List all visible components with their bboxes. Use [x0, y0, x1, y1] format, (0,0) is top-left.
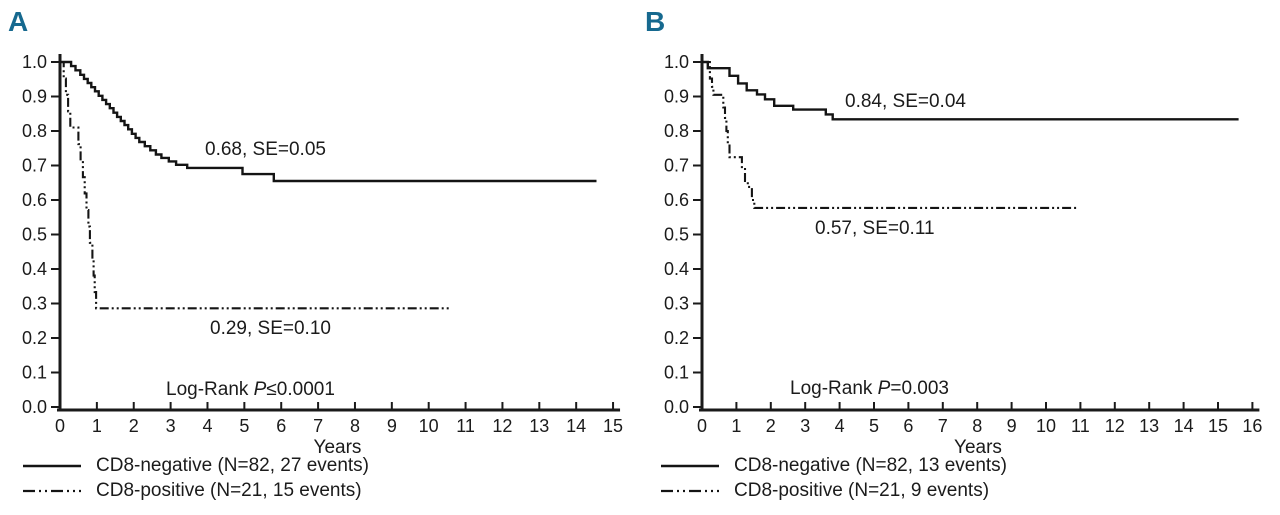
y-tick-label: 0.9: [22, 87, 47, 107]
y-tick-label: 0.2: [22, 328, 47, 348]
y-tick-label: 0.3: [664, 294, 689, 314]
panel-a-annotation-cd8-negative: 0.68, SE=0.05: [205, 139, 326, 160]
x-tick-label: 3: [166, 416, 176, 436]
x-tick-label: 4: [835, 416, 845, 436]
x-tick-label: 7: [313, 416, 323, 436]
y-tick-label: 0.0: [22, 397, 47, 417]
y-tick-label: 0.7: [664, 156, 689, 176]
x-tick-label: 3: [800, 416, 810, 436]
x-tick-label: 8: [350, 416, 360, 436]
panel-b-plot: 1.00.90.80.70.60.50.40.30.20.10.00 1 2 3 4 5 6…: [664, 52, 1262, 436]
logrank-value: ≤0.0001: [266, 379, 335, 400]
y-tick-label: 0.5: [664, 225, 689, 245]
panel-b-logrank-text: Log-Rank P=0.003: [790, 378, 949, 400]
x-tick-label: 0: [697, 416, 707, 436]
dash-dot-line-sample-icon: [661, 489, 719, 492]
panel-b: B 1.0 0.9 0.8 0.7 0.6 0.5 0.4 0.3 0.2 0.1 0.0 0 1 2 3 4…: [640, 0, 1280, 515]
x-tick-label: 14: [566, 416, 586, 436]
logrank-prefix: Log-Rank: [166, 379, 254, 400]
x-tick-label: 2: [766, 416, 776, 436]
solid-line-sample-icon: [23, 464, 81, 467]
y-tick-label: 0.6: [22, 190, 47, 210]
panel-a-legend: CD8-negative (N=82, 27 events) CD8-posit…: [22, 453, 369, 503]
y-tick-label: 0.6: [664, 190, 689, 210]
legend-label-cd8-positive: CD8-positive (N=21, 15 events): [96, 479, 362, 501]
km-curve-cd8-positive: [702, 60, 1077, 209]
x-tick-label: 6: [903, 416, 913, 436]
x-tick-label: 13: [529, 416, 549, 436]
logrank-p-symbol: P: [253, 379, 267, 400]
km-curve-cd8-negative: [702, 60, 1239, 121]
x-tick-label: 0: [55, 416, 65, 436]
logrank-value: =0.003: [890, 378, 950, 399]
km-curve-cd8-negative: [60, 60, 597, 183]
x-tick-label: 14: [1174, 416, 1194, 436]
panel-a-x-axis-title: Years: [313, 437, 362, 458]
panel-a-annotation-cd8-positive: 0.29, SE=0.10: [210, 318, 331, 339]
x-tick-label: 11: [1071, 416, 1090, 436]
y-tick-label: 0.9: [664, 87, 689, 107]
solid-line-sample-icon: [661, 464, 719, 467]
y-tick-label: 0.0: [664, 397, 689, 417]
y-tick-label: 0.7: [22, 156, 47, 176]
legend-row-cd8-negative: CD8-negative (N=82, 27 events): [22, 453, 369, 478]
x-tick-label: 10: [419, 416, 439, 436]
x-tick-label: 1: [92, 416, 102, 436]
x-tick-label: 11: [456, 416, 475, 436]
x-tick-label: 9: [1007, 416, 1017, 436]
legend-row-cd8-positive: CD8-positive (N=21, 9 events): [660, 478, 1007, 503]
x-tick-label: 9: [387, 416, 397, 436]
x-tick-label: 5: [239, 416, 249, 436]
panel-b-annotation-cd8-negative: 0.84, SE=0.04: [845, 91, 966, 112]
x-tick-label: 4: [202, 416, 212, 436]
legend-label-cd8-negative: CD8-negative (N=82, 13 events): [734, 454, 1008, 476]
dash-dot-line-sample-icon: [23, 489, 81, 492]
x-tick-label: 10: [1036, 416, 1056, 436]
x-tick-label: 15: [1208, 416, 1228, 436]
y-tick-label: 0.1: [22, 363, 47, 383]
x-tick-label: 7: [938, 416, 948, 436]
logrank-p-symbol: P: [877, 378, 891, 399]
panel-b-letter: B: [645, 6, 666, 37]
y-tick-label: 0.2: [664, 328, 689, 348]
y-tick-label: 0.8: [664, 121, 689, 141]
x-tick-label: 1: [731, 416, 741, 436]
legend-label-cd8-positive: CD8-positive (N=21, 9 events): [734, 479, 990, 501]
x-tick-label: 2: [129, 416, 139, 436]
y-tick-label: 1.0: [22, 52, 47, 72]
legend-label-cd8-negative: CD8-negative (N=82, 27 events): [96, 454, 370, 476]
panel-a: A 1.0 0.9 0.8 0.7 0.6 0.5 0.4 0.3 0.2 0.1 0.0 0 1 2 3 4…: [8, 6, 623, 503]
x-tick-label: 8: [972, 416, 982, 436]
y-tick-label: 0.3: [22, 294, 47, 314]
logrank-prefix: Log-Rank: [790, 378, 878, 399]
km-curve-cd8-positive: [60, 60, 451, 310]
y-tick-label: 0.1: [664, 363, 689, 383]
x-tick-label: 12: [1105, 416, 1125, 436]
y-tick-label: 0.4: [664, 259, 689, 279]
x-tick-label: 16: [1242, 416, 1262, 436]
panel-a-letter: A: [8, 6, 29, 37]
x-tick-label: 6: [276, 416, 286, 436]
legend-row-cd8-positive: CD8-positive (N=21, 15 events): [22, 478, 369, 503]
x-tick-label: 15: [603, 416, 623, 436]
panel-b-legend: CD8-negative (N=82, 13 events) CD8-posit…: [660, 453, 1007, 503]
y-tick-label: 1.0: [664, 52, 689, 72]
panel-a-plot: 1.00.90.80.70.60.50.40.30.20.10.00 1 2 3 4 5 6…: [22, 52, 623, 436]
legend-row-cd8-negative: CD8-negative (N=82, 13 events): [660, 453, 1007, 478]
y-tick-label: 0.8: [22, 121, 47, 141]
x-tick-label: 12: [492, 416, 512, 436]
y-tick-label: 0.5: [22, 225, 47, 245]
panel-b-annotation-cd8-positive: 0.57, SE=0.11: [815, 218, 935, 239]
x-tick-label: 5: [869, 416, 879, 436]
x-tick-label: 13: [1139, 416, 1159, 436]
panel-b-x-axis-title: Years: [954, 437, 1002, 458]
panel-a-logrank-text: Log-Rank P≤0.0001: [166, 379, 335, 401]
y-tick-label: 0.4: [22, 259, 47, 279]
